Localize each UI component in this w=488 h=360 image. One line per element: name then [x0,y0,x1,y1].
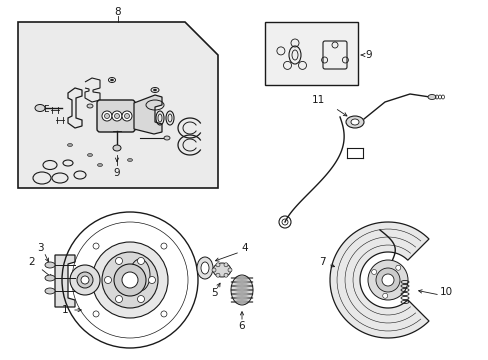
Polygon shape [55,255,75,307]
Text: 7: 7 [318,257,325,267]
Ellipse shape [35,104,45,112]
Circle shape [81,276,89,284]
Text: 3: 3 [37,243,43,253]
Circle shape [224,263,227,267]
Ellipse shape [113,145,121,151]
Text: 11: 11 [311,95,324,105]
Text: 9: 9 [113,168,120,178]
Bar [264,22,357,85]
Circle shape [367,260,407,300]
Circle shape [375,268,399,292]
Circle shape [122,111,132,121]
Text: 10: 10 [439,287,452,297]
Circle shape [112,111,122,121]
Circle shape [102,111,112,121]
Ellipse shape [127,158,132,162]
Circle shape [216,273,220,277]
Circle shape [137,257,144,265]
Text: 9: 9 [364,50,371,60]
Circle shape [70,265,100,295]
Text: 6: 6 [238,321,245,331]
Ellipse shape [110,79,113,81]
FancyBboxPatch shape [97,100,135,132]
Circle shape [212,268,216,272]
Polygon shape [329,222,428,338]
Circle shape [114,113,119,118]
Circle shape [114,264,146,296]
Ellipse shape [87,153,92,157]
Circle shape [124,113,129,118]
Polygon shape [18,22,218,188]
Circle shape [395,265,400,270]
Text: 8: 8 [115,7,121,17]
Ellipse shape [108,77,115,82]
Circle shape [93,311,99,317]
Circle shape [137,296,144,302]
Text: 2: 2 [29,257,35,267]
Text: 5: 5 [211,288,218,298]
Circle shape [115,296,122,302]
Polygon shape [134,95,162,134]
Circle shape [93,243,99,249]
Circle shape [371,270,376,274]
Circle shape [122,272,138,288]
Circle shape [224,273,227,277]
Ellipse shape [230,275,252,305]
Circle shape [161,311,166,317]
Circle shape [104,113,109,118]
Ellipse shape [427,95,435,99]
Ellipse shape [163,136,170,140]
Ellipse shape [201,262,208,274]
Ellipse shape [67,144,72,147]
Circle shape [115,257,122,265]
Circle shape [77,272,93,288]
Circle shape [148,276,155,284]
Circle shape [161,243,166,249]
Circle shape [104,276,111,284]
Ellipse shape [153,89,156,91]
Circle shape [216,263,220,267]
Ellipse shape [45,288,55,294]
Ellipse shape [197,257,213,279]
Circle shape [381,274,393,286]
Circle shape [382,293,387,298]
Circle shape [102,252,158,308]
Ellipse shape [213,263,230,277]
Ellipse shape [45,262,55,268]
Ellipse shape [87,104,93,108]
Circle shape [227,268,231,272]
Ellipse shape [350,119,358,125]
Text: 1: 1 [61,305,68,315]
Ellipse shape [45,275,55,281]
Circle shape [92,242,168,318]
Ellipse shape [346,116,363,128]
Text: 4: 4 [241,243,248,253]
Ellipse shape [97,163,102,166]
